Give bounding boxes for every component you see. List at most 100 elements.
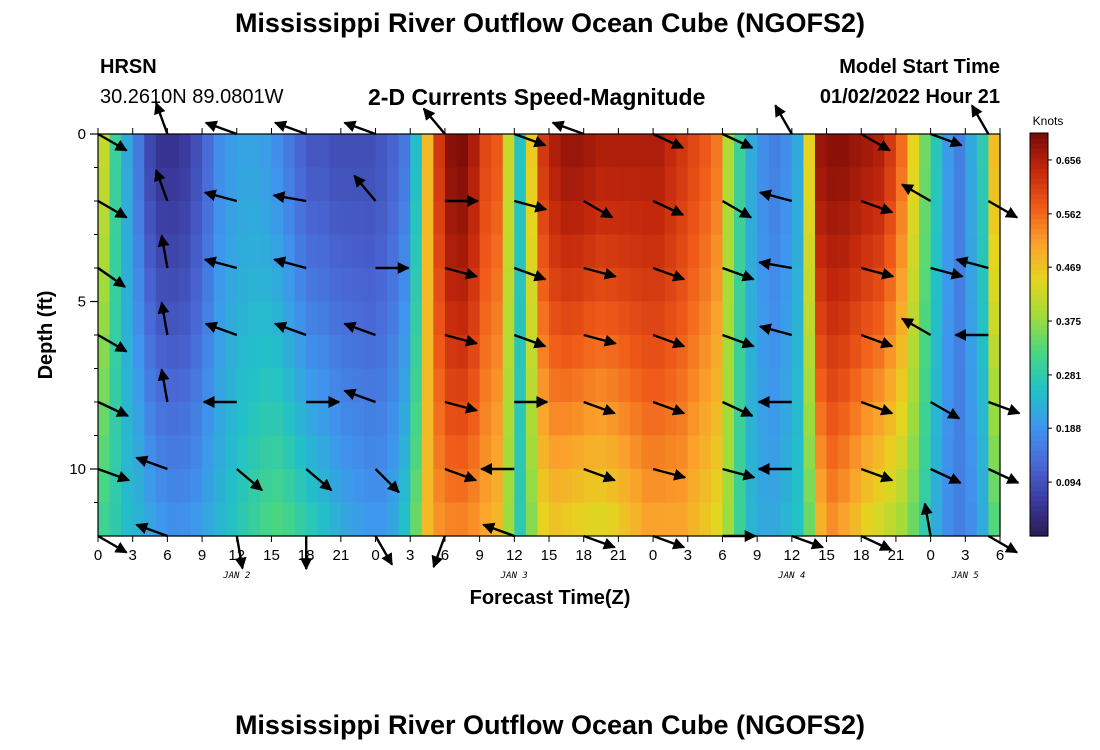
heatmap-cell bbox=[317, 502, 330, 537]
heatmap-cell bbox=[121, 134, 134, 169]
x-tick-label: 15 bbox=[541, 547, 558, 564]
date-label: JAN 3 bbox=[500, 571, 528, 581]
heatmap-cell bbox=[676, 502, 689, 537]
heatmap-cell bbox=[514, 435, 527, 470]
heatmap-cell bbox=[907, 201, 920, 236]
heatmap-cell bbox=[572, 201, 585, 236]
heatmap-cell bbox=[283, 435, 296, 470]
heatmap-cell bbox=[606, 435, 619, 470]
heatmap-cell bbox=[225, 335, 238, 370]
heatmap-cell bbox=[710, 301, 724, 336]
heatmap-cell bbox=[329, 201, 342, 236]
colorbar-segment bbox=[1030, 294, 1048, 300]
colorbar-segment bbox=[1030, 243, 1048, 250]
heatmap-cell bbox=[757, 167, 770, 202]
heatmap-cell bbox=[468, 502, 481, 537]
heatmap-cell bbox=[167, 368, 180, 403]
colorbar-segment bbox=[1030, 339, 1048, 346]
heatmap-cell bbox=[398, 368, 411, 403]
heatmap-cell bbox=[676, 167, 689, 202]
colorbar: 0.094 0.188 0.281 0.375 0.469 0.562 0.656 bbox=[1029, 132, 1081, 537]
colorbar-segment bbox=[1030, 279, 1048, 285]
heatmap-cell bbox=[132, 301, 145, 336]
heatmap-cell bbox=[352, 268, 365, 303]
heatmap-cell bbox=[953, 469, 966, 504]
vector-arrow bbox=[758, 323, 793, 337]
heatmap-cell bbox=[803, 268, 816, 303]
heatmap-cell bbox=[849, 134, 862, 169]
colorbar-segment bbox=[1030, 198, 1048, 205]
colorbar-segment bbox=[1030, 515, 1048, 522]
heatmap-cell bbox=[225, 234, 238, 269]
heatmap-cell bbox=[525, 435, 539, 470]
vector-arrow bbox=[987, 467, 1020, 484]
heatmap-cell bbox=[895, 335, 909, 370]
x-tick-label: 15 bbox=[818, 547, 835, 564]
vector-arrow bbox=[583, 400, 616, 416]
heatmap-cell bbox=[895, 435, 909, 470]
heatmap-cell bbox=[363, 368, 377, 403]
heatmap-cell bbox=[629, 335, 643, 370]
vector-arrow bbox=[721, 132, 754, 149]
heatmap-cell bbox=[629, 134, 643, 169]
heatmap-cell bbox=[421, 268, 434, 303]
heatmap-cell bbox=[641, 134, 654, 169]
heatmap-cell bbox=[306, 402, 319, 437]
heatmap-cell bbox=[895, 134, 909, 169]
heatmap-cell bbox=[190, 335, 203, 370]
heatmap-cell bbox=[98, 368, 111, 403]
heatmap-cell bbox=[560, 435, 573, 470]
heatmap-cell bbox=[629, 368, 643, 403]
heatmap-cell bbox=[352, 402, 365, 437]
heatmap-cell bbox=[676, 234, 689, 269]
heatmap-cell bbox=[236, 167, 249, 202]
vector-arrow bbox=[791, 534, 825, 550]
colorbar-segment bbox=[1030, 425, 1048, 431]
heatmap-cell bbox=[167, 335, 180, 370]
heatmap-cell bbox=[259, 234, 273, 269]
heatmap-cell bbox=[410, 134, 423, 169]
heatmap-cell bbox=[965, 268, 978, 303]
heatmap-cell bbox=[271, 234, 284, 269]
heatmap-cell bbox=[514, 234, 527, 269]
heatmap-cell bbox=[109, 368, 122, 403]
heatmap-cell bbox=[155, 201, 168, 236]
heatmap-cell bbox=[375, 234, 388, 269]
heatmap-cell bbox=[468, 134, 481, 169]
heatmap-cell bbox=[259, 167, 273, 202]
heatmap-cell bbox=[710, 402, 724, 437]
heatmap-cell bbox=[722, 134, 735, 169]
colorbar-segment bbox=[1030, 138, 1048, 144]
heatmap-cell bbox=[248, 368, 261, 403]
heatmap-cell bbox=[734, 234, 747, 269]
heatmap-cell bbox=[572, 402, 585, 437]
heatmap-cell bbox=[549, 402, 562, 437]
heatmap-cell bbox=[514, 134, 527, 169]
vector-arrow bbox=[860, 534, 893, 551]
heatmap-cell bbox=[791, 234, 805, 269]
colorbar-segment bbox=[1030, 248, 1048, 255]
heatmap-cell bbox=[456, 234, 469, 269]
heatmap-cell bbox=[803, 167, 816, 202]
heatmap-cell bbox=[838, 234, 851, 269]
heatmap-cell bbox=[919, 234, 932, 269]
heatmap-cell bbox=[803, 502, 816, 537]
heatmap-cell bbox=[398, 268, 411, 303]
heatmap-cell bbox=[121, 301, 134, 336]
heatmap-cell bbox=[317, 301, 330, 336]
heatmap-cell bbox=[884, 368, 897, 403]
heatmap-cell bbox=[699, 301, 712, 336]
x-tick-label: 6 bbox=[996, 547, 1004, 564]
heatmap-cell bbox=[132, 368, 145, 403]
heatmap-cell bbox=[618, 301, 631, 336]
heatmap-cell bbox=[398, 335, 411, 370]
heatmap-cell bbox=[283, 469, 296, 504]
heatmap-cell bbox=[479, 134, 492, 169]
heatmap-cell bbox=[595, 301, 608, 336]
heatmap-cell bbox=[976, 469, 990, 504]
heatmap-cell bbox=[271, 502, 284, 537]
heatmap-cell bbox=[653, 167, 666, 202]
heatmap-cell bbox=[803, 402, 816, 437]
heatmap-cell bbox=[757, 502, 770, 537]
